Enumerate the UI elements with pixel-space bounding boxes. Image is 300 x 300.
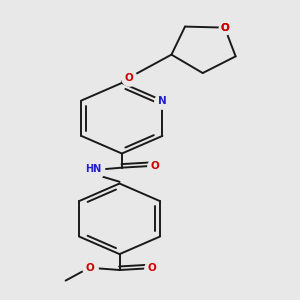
Text: O: O — [124, 74, 133, 83]
Text: O: O — [220, 22, 229, 33]
Text: O: O — [85, 263, 94, 273]
Text: O: O — [220, 22, 229, 33]
Text: N: N — [158, 96, 167, 106]
Text: O: O — [150, 161, 159, 171]
Text: HN: HN — [85, 164, 101, 174]
Text: O: O — [148, 263, 157, 273]
